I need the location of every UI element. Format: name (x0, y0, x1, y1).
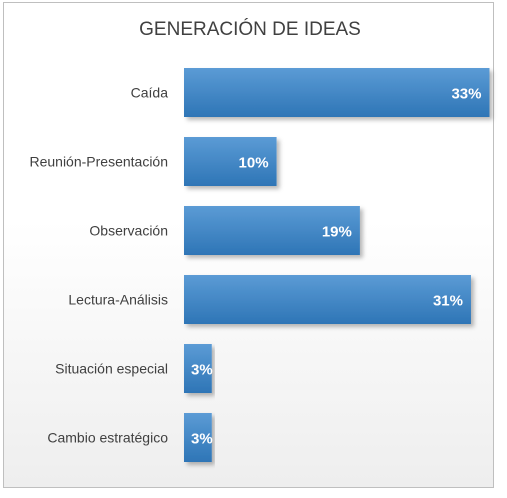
bar (184, 344, 212, 393)
bar (184, 68, 490, 117)
data-label: 3% (191, 431, 213, 448)
bar (184, 275, 471, 324)
category-label: Reunión-Presentación (29, 154, 168, 170)
data-label: 33% (451, 86, 481, 103)
bar (184, 137, 277, 186)
data-label: 10% (239, 155, 269, 172)
chart-title: GENERACIÓN DE IDEAS (139, 18, 361, 40)
category-label: Lectura-Análisis (68, 292, 168, 308)
category-label: Situación especial (55, 361, 168, 377)
bar (184, 206, 360, 255)
category-label: Cambio estratégico (47, 430, 168, 446)
data-label: 19% (322, 224, 352, 241)
data-label: 3% (191, 362, 213, 379)
data-label: 31% (433, 293, 463, 310)
category-label: Observación (89, 223, 168, 239)
category-label: Caída (131, 85, 169, 101)
bar (184, 413, 212, 462)
